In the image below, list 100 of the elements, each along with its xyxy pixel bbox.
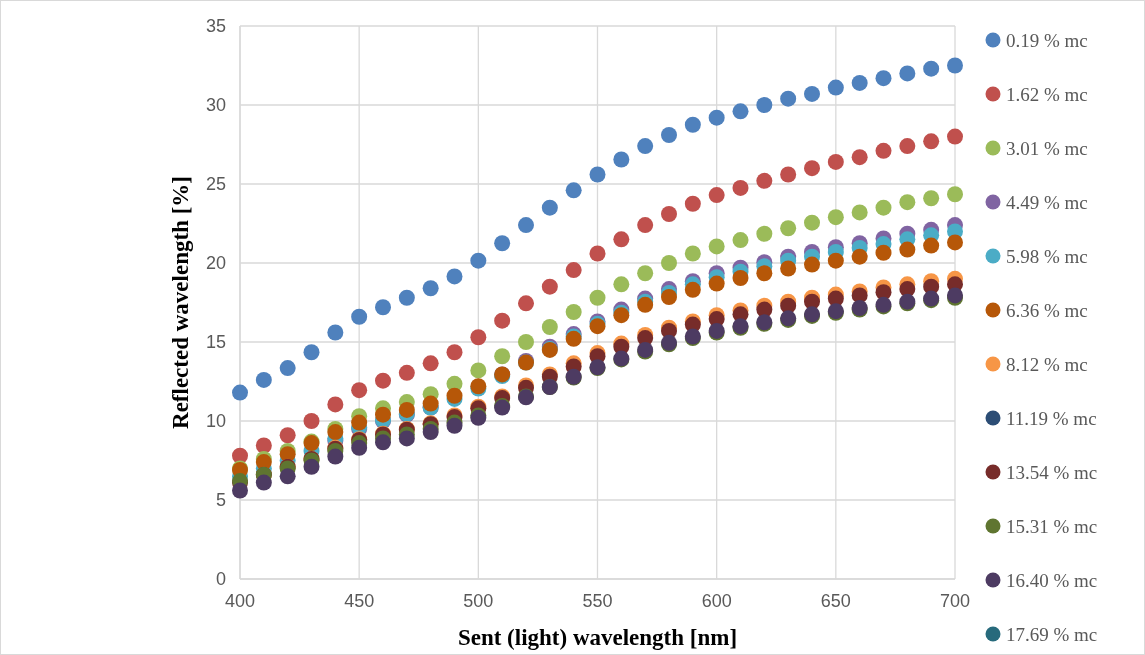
point (565, 303, 582, 320)
point (494, 312, 511, 329)
legend-label: 0.19 % mc (1006, 29, 1088, 51)
point (827, 153, 844, 170)
point (804, 256, 820, 273)
point (923, 60, 940, 77)
point (470, 252, 487, 269)
point (279, 427, 296, 444)
y-tick-label: 25 (205, 174, 226, 195)
x-tick-label: 700 (939, 591, 971, 611)
point (446, 268, 463, 285)
point (851, 149, 868, 166)
point (613, 151, 630, 168)
point (899, 194, 916, 211)
point (875, 70, 892, 87)
x-tick-label: 400 (224, 591, 256, 611)
point (875, 199, 892, 216)
legend-label: 13.54 % mc (1006, 461, 1098, 483)
point (255, 371, 272, 388)
point (327, 424, 344, 441)
point (422, 395, 439, 412)
point (947, 128, 963, 145)
legend-label: 4.49 % mc (1006, 191, 1088, 213)
x-tick-label: 450 (344, 591, 375, 611)
point (851, 248, 868, 265)
point (565, 182, 582, 199)
y-tick-label: 20 (205, 253, 226, 274)
point (398, 401, 415, 418)
point (899, 138, 916, 155)
point (780, 90, 797, 107)
point (589, 289, 606, 306)
point (422, 280, 439, 297)
point (518, 334, 534, 350)
y-tick-label: 30 (205, 95, 226, 116)
legend-label: 11.19 % mc (1006, 407, 1097, 429)
point (661, 206, 677, 223)
point (279, 360, 296, 377)
point (780, 260, 797, 277)
point (708, 275, 725, 292)
point (255, 474, 272, 491)
point (708, 238, 725, 255)
point (661, 255, 677, 271)
point (827, 79, 844, 96)
point (255, 437, 272, 454)
point (446, 344, 463, 361)
point (732, 270, 749, 287)
point (923, 133, 940, 150)
legend-label: 1.62 % mc (1006, 83, 1088, 105)
point (637, 217, 654, 234)
point (494, 348, 511, 365)
legend-label: 17.69 % mc (1006, 623, 1098, 645)
point (923, 190, 940, 207)
point (899, 241, 916, 258)
point (708, 187, 725, 204)
point (684, 245, 701, 262)
point (232, 384, 248, 401)
point (470, 362, 487, 379)
point (875, 244, 892, 261)
point (351, 414, 368, 431)
point (422, 355, 439, 372)
point (732, 103, 749, 120)
point (756, 265, 773, 282)
y-tick-label: 35 (205, 16, 226, 37)
point (780, 220, 797, 237)
point (518, 295, 534, 312)
point (756, 97, 773, 113)
y-tick-label: 5 (215, 490, 226, 511)
y-tick-label: 15 (205, 332, 226, 353)
point (303, 458, 320, 475)
point (732, 179, 749, 196)
point (327, 396, 344, 413)
point (684, 195, 701, 212)
legend-label: 15.31 % mc (1006, 515, 1098, 537)
point (947, 57, 963, 74)
point (684, 116, 701, 133)
point (851, 74, 868, 91)
legend-label: 16.40 % mc (1006, 569, 1098, 591)
point (351, 439, 368, 456)
point (541, 278, 558, 295)
point (398, 289, 415, 306)
point (327, 324, 344, 341)
point (756, 172, 773, 189)
legend-label: 5.98 % mc (1006, 245, 1088, 267)
point (541, 318, 558, 335)
legend-label: 8.12 % mc (1006, 353, 1088, 375)
point (279, 468, 296, 485)
point (470, 329, 487, 346)
point (613, 276, 630, 293)
point (804, 160, 820, 177)
point (541, 199, 558, 216)
point (875, 142, 892, 159)
point (327, 448, 344, 465)
point (398, 364, 415, 381)
point (756, 225, 773, 242)
point (899, 65, 916, 82)
point (589, 166, 606, 183)
point (565, 262, 582, 279)
point (827, 209, 844, 226)
point (375, 434, 391, 451)
point (923, 237, 940, 254)
